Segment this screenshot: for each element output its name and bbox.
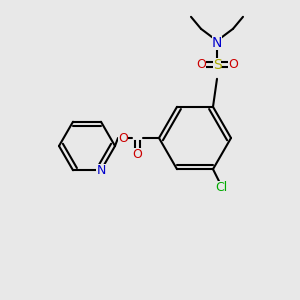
Text: O: O <box>228 58 238 71</box>
Text: S: S <box>213 58 221 72</box>
Text: O: O <box>196 58 206 71</box>
Text: O: O <box>132 148 142 160</box>
Text: N: N <box>96 164 106 177</box>
Text: N: N <box>212 36 222 50</box>
Text: Cl: Cl <box>215 181 227 194</box>
Text: O: O <box>118 131 128 145</box>
